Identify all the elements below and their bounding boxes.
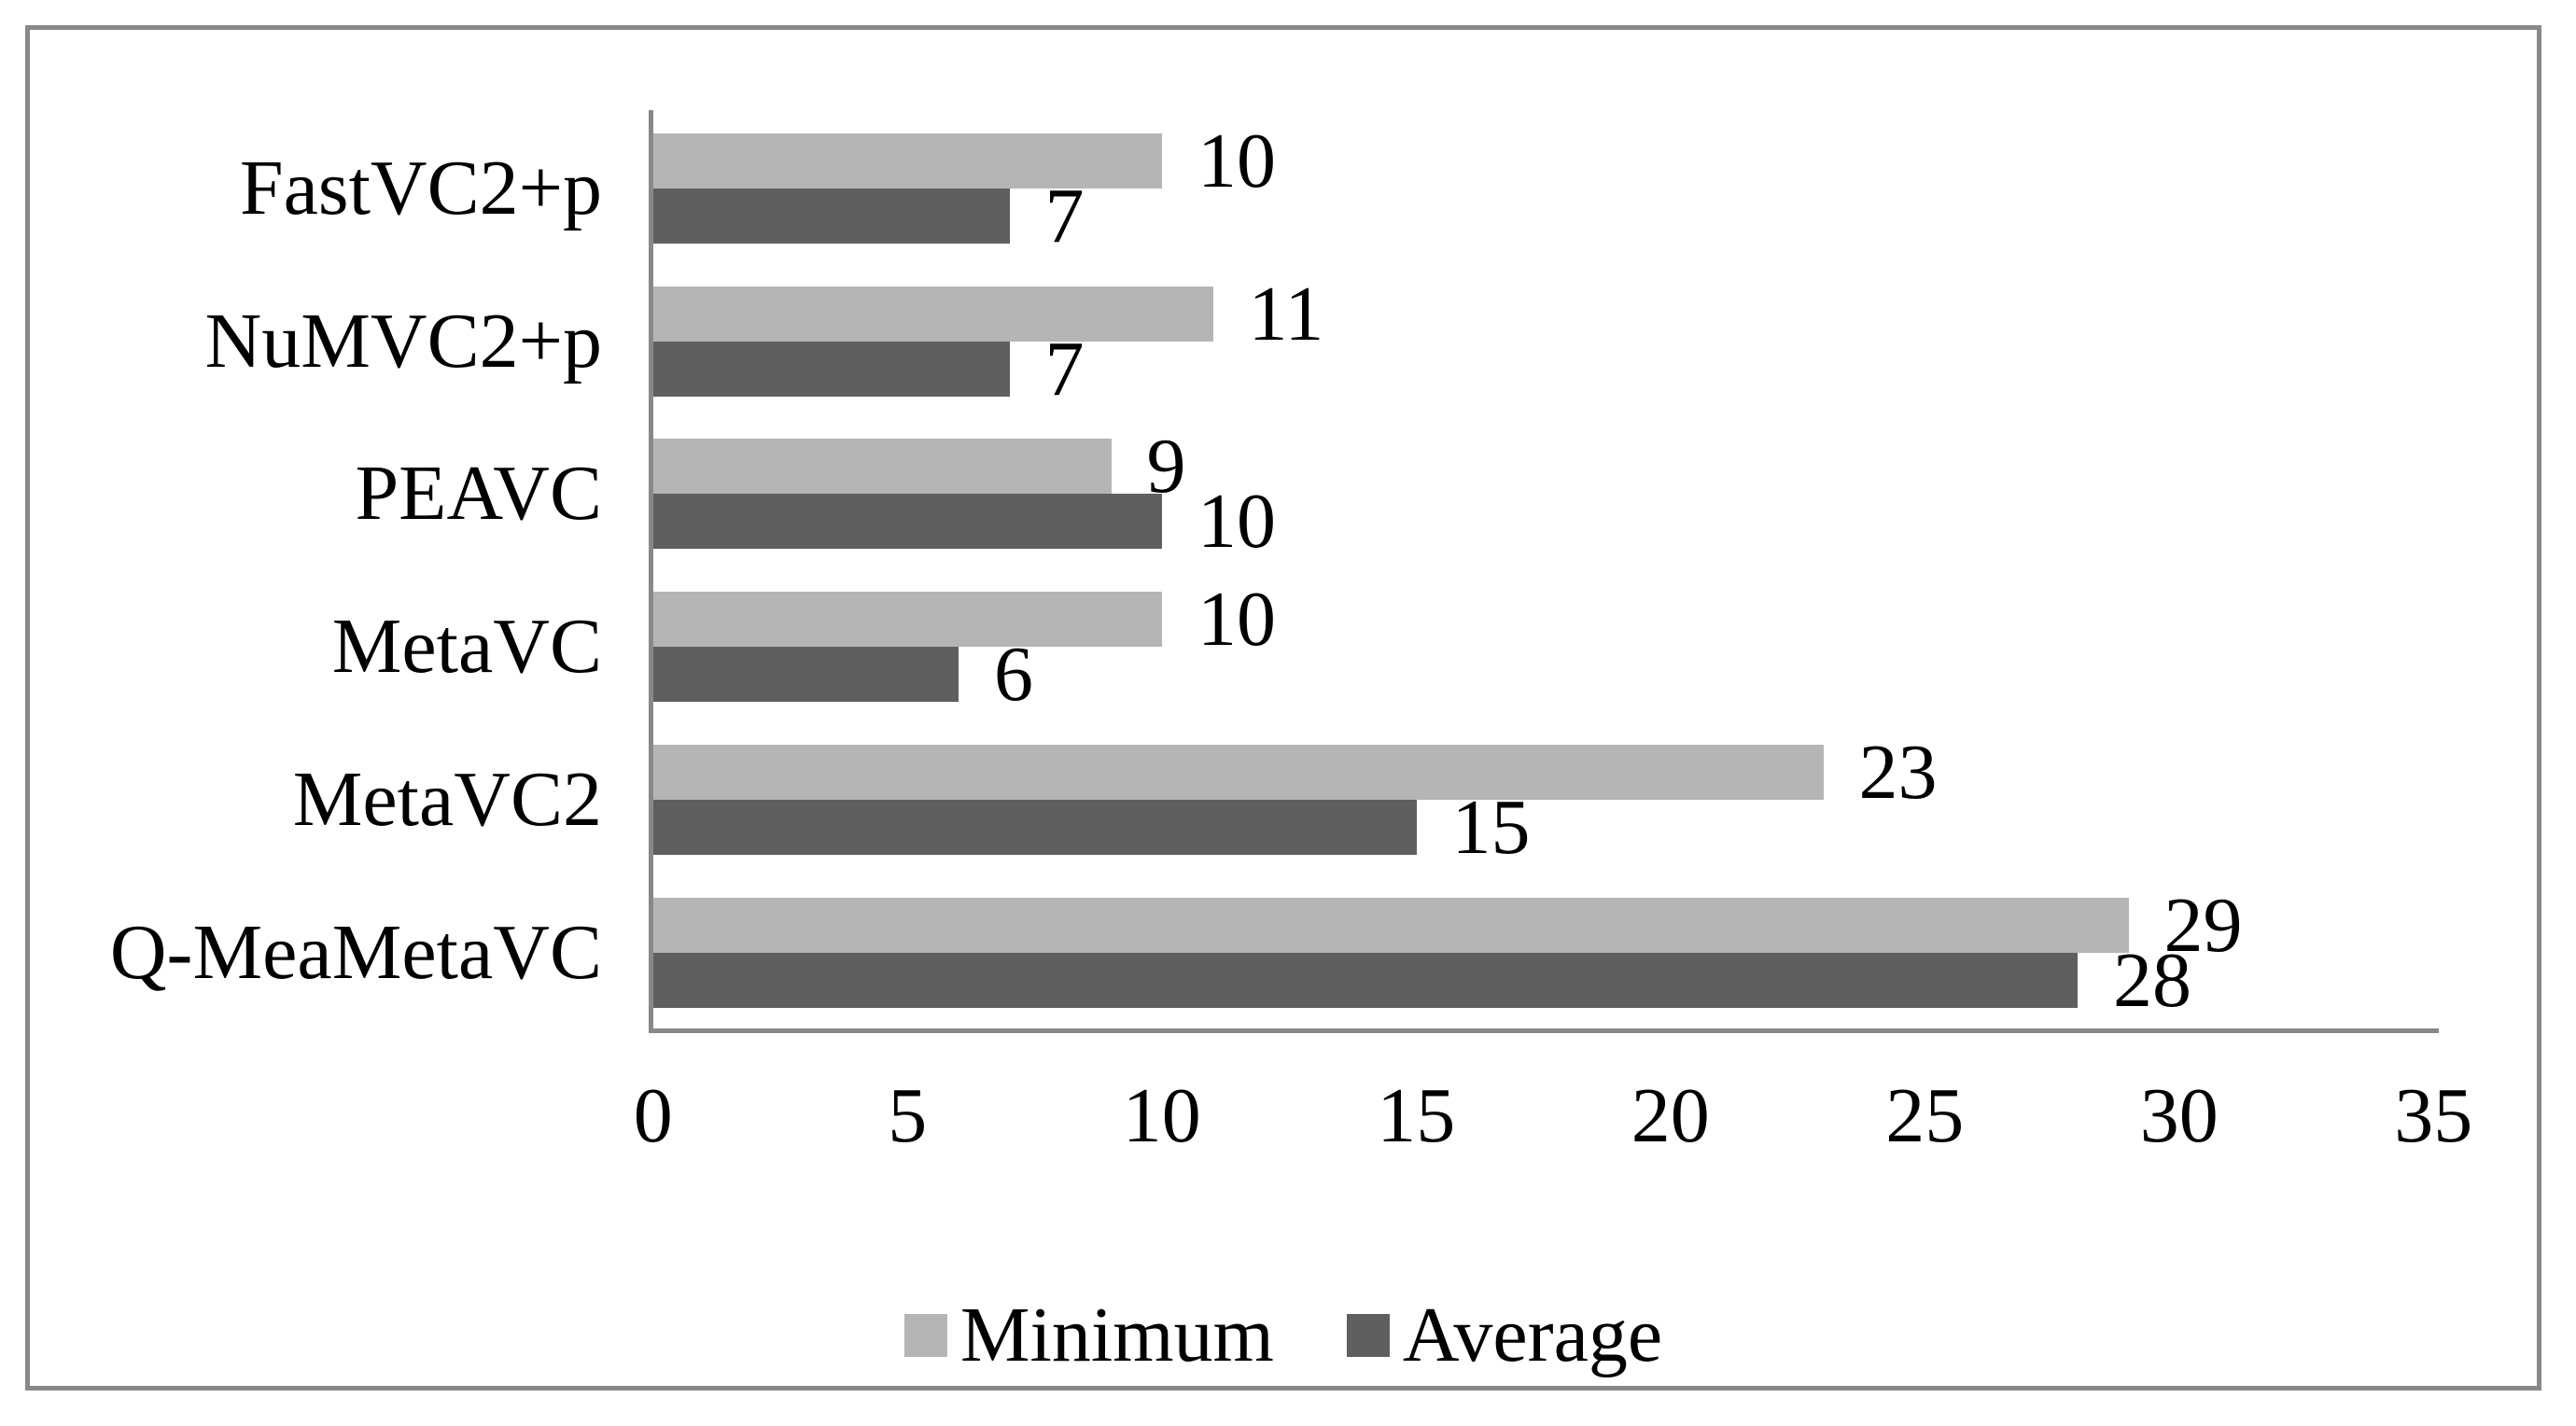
legend-label-average: Average (1402, 1292, 1663, 1378)
x-tick-label-35: 35 (2394, 1072, 2473, 1159)
data-label-minimum: 23 (1858, 728, 1938, 816)
legend: Minimum Average (30, 1287, 2537, 1384)
category-label-peavc: PEAVC (355, 450, 602, 538)
data-label-minimum: 11 (1248, 270, 1324, 357)
data-label-average: 7 (1044, 173, 1085, 259)
bar-average (653, 341, 1010, 397)
legend-marker-average (1346, 1314, 1390, 1357)
bar-average (653, 189, 1010, 244)
bar-average (653, 799, 1417, 855)
bar-minimum (653, 133, 1162, 189)
category-label-metavc: MetaVC (331, 603, 602, 691)
x-tick-label-5: 5 (888, 1072, 928, 1159)
chart-frame: FastVC2+p 10 7 NuMVC2+p 11 7 PEAVC 9 10 MetaVC 10 6… (25, 25, 2541, 1391)
bar-minimum (653, 744, 1824, 800)
bar-average (653, 494, 1162, 550)
data-label-average: 28 (2113, 936, 2191, 1024)
data-label-minimum: 9 (1146, 423, 1186, 510)
bar-minimum (653, 286, 1213, 342)
x-tick-label-30: 30 (2139, 1072, 2219, 1159)
x-tick-label-15: 15 (1377, 1072, 1456, 1159)
x-tick-label-25: 25 (1885, 1072, 1965, 1159)
bar-minimum (653, 897, 2129, 953)
bar-minimum (653, 439, 1112, 495)
data-label-average: 6 (994, 631, 1033, 719)
x-tick-label-20: 20 (1631, 1072, 1710, 1159)
category-label-fastvc2-p: FastVC2+p (239, 145, 602, 231)
category-label-metavc2: MetaVC2 (292, 755, 602, 843)
bar-minimum (653, 592, 1162, 648)
data-label-average: 10 (1197, 478, 1276, 566)
plot-area: FastVC2+p 10 7 NuMVC2+p 11 7 PEAVC 9 10 MetaVC 10 6… (30, 30, 2576, 1426)
data-label-minimum: 10 (1197, 576, 1276, 664)
x-axis-line (649, 1028, 2439, 1033)
bar-average (653, 952, 2078, 1008)
data-label-average: 7 (1044, 325, 1085, 412)
data-label-average: 15 (1451, 783, 1531, 871)
legend-label-minimum: Minimum (959, 1292, 1274, 1378)
data-label-minimum: 10 (1197, 118, 1276, 204)
legend-item-minimum: Minimum (903, 1287, 1274, 1384)
legend-item-average: Average (1346, 1287, 1663, 1384)
y-axis-line (649, 110, 653, 1033)
x-tick-label-10: 10 (1122, 1072, 1201, 1159)
x-tick-label-0: 0 (633, 1072, 673, 1159)
category-label-numvc2-p: NuMVC2+p (204, 297, 602, 384)
data-label-minimum: 29 (2163, 881, 2243, 969)
category-label-q-meametavc: Q-MeaMetaVC (109, 908, 602, 996)
legend-marker-minimum (903, 1314, 947, 1357)
bar-average (653, 647, 959, 703)
